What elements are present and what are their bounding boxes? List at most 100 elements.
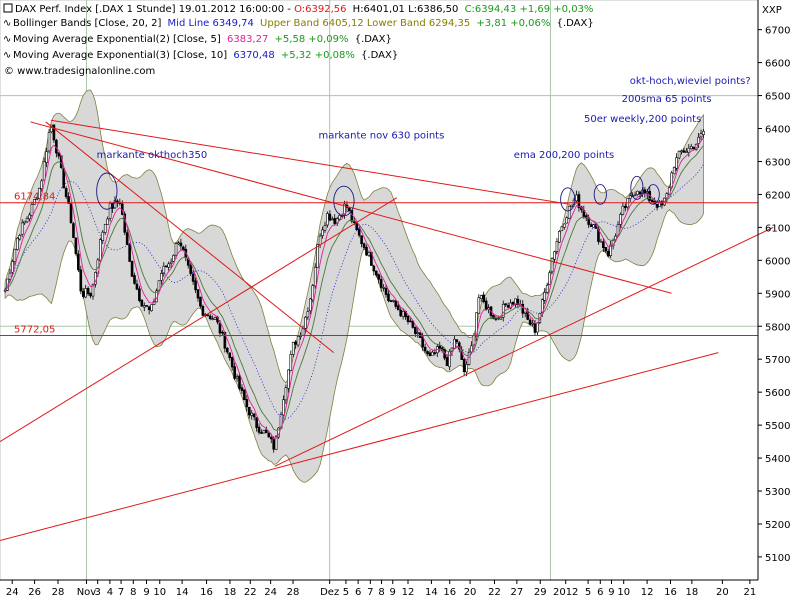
candle-body <box>274 435 278 450</box>
candle-body <box>514 298 517 306</box>
candle-body <box>587 217 590 225</box>
header-line-2: ∿ Bollinger Bands [Close, 20, 2] Mid Lin… <box>3 18 594 29</box>
candle-body <box>638 191 642 195</box>
candle-body <box>301 328 305 336</box>
header-line-1: DAX Perf. Index [.DAX 1 Stunde] 19.01.20… <box>3 3 593 15</box>
candle-body <box>523 311 527 314</box>
candle-body <box>235 376 239 379</box>
candle-body <box>589 224 593 227</box>
candle-body <box>428 352 432 357</box>
ema5-name: Moving Average Exponential(2) [Close, 5] <box>13 34 221 45</box>
candle-body <box>99 239 102 262</box>
candle-body <box>304 317 307 329</box>
candle-body <box>372 265 376 272</box>
candle-body <box>550 257 554 273</box>
highlight-ellipse <box>96 172 118 210</box>
x-tick-label: 20 <box>716 587 729 598</box>
annotation-text: markante okthoch350 <box>97 150 208 161</box>
candle-body <box>282 399 285 416</box>
y-tick-label: 5800 <box>765 322 790 333</box>
trendline[interactable] <box>45 121 335 354</box>
candle-body <box>677 151 681 159</box>
candle-body <box>142 305 146 308</box>
candle-body <box>362 243 366 248</box>
candle-body <box>672 167 676 175</box>
trendline[interactable] <box>0 352 719 541</box>
candle-body <box>416 332 420 334</box>
candle-body <box>543 291 547 301</box>
trendline[interactable] <box>30 121 672 294</box>
candle-body <box>584 215 588 219</box>
trendline[interactable] <box>274 226 774 467</box>
candle-body <box>360 235 363 244</box>
highlight-ellipses <box>96 172 660 217</box>
candle-body <box>20 222 24 235</box>
x-tick-label: 20 <box>464 587 477 598</box>
candle-body <box>291 341 295 355</box>
candle-body <box>330 218 334 221</box>
candle-body <box>484 300 488 310</box>
candle-body <box>445 357 449 367</box>
candle-body <box>28 214 31 220</box>
y-tick-label: 6100 <box>765 223 790 234</box>
y-tick-label: 5900 <box>765 289 790 300</box>
candle-body <box>628 195 632 199</box>
candle-body <box>545 284 549 293</box>
y-tick-label: 6600 <box>765 59 790 70</box>
candle-body <box>250 412 254 416</box>
candle-body <box>448 351 451 367</box>
candle-body <box>233 366 236 379</box>
indicator-icon: ∿ <box>3 34 11 45</box>
candle-body <box>77 253 80 271</box>
x-tick-label: 18 <box>685 587 698 598</box>
candle-body <box>101 231 105 241</box>
legend: DAX Perf. Index [.DAX 1 Stunde] 19.01.20… <box>3 3 594 77</box>
highlight-ellipse <box>646 184 660 205</box>
annotation-text: 50er weekly,200 points <box>584 114 701 125</box>
candle-body <box>501 303 505 318</box>
candle-body <box>228 352 232 358</box>
candle-body <box>697 137 700 144</box>
trendline[interactable] <box>50 119 570 205</box>
y-tick-label: 6700 <box>765 26 790 37</box>
x-tick-label: 16 <box>664 587 677 598</box>
y-tick-label: 5300 <box>765 487 790 498</box>
candle-body <box>526 310 529 320</box>
x-tick-label: 7 <box>367 587 373 598</box>
level-label: 6174,84 <box>14 192 55 203</box>
x-tick-label: 12 <box>402 587 415 598</box>
y-axis-title: XXP <box>762 5 782 16</box>
x-tick-label: 18 <box>224 587 237 598</box>
highlight-ellipse <box>333 185 355 217</box>
trendline[interactable] <box>0 197 398 443</box>
candle-body <box>621 205 625 215</box>
annotation-text: ema 200,200 points <box>514 150 614 161</box>
candle-body <box>680 150 683 153</box>
y-tick-label: 5400 <box>765 454 790 465</box>
candle-body <box>470 345 473 353</box>
candle-body <box>567 205 571 219</box>
y-tick-label: 5200 <box>765 520 790 531</box>
candle-body <box>108 202 112 219</box>
y-tick-label: 6200 <box>765 190 790 201</box>
header-line-3: ∿ Moving Average Exponential(2) [Close, … <box>3 34 392 45</box>
x-tick-label: 7 <box>118 587 124 598</box>
x-tick-label: 5 <box>585 587 591 598</box>
candle-body <box>633 194 637 197</box>
candle-body <box>602 241 605 248</box>
candle-body <box>133 275 136 284</box>
candle-body <box>164 265 168 268</box>
y-tick-label: 5700 <box>765 355 790 366</box>
candle-body <box>23 220 26 224</box>
y-axis: 5100 5200 5300 5400 5500 5600 5700 5800 5900 6000… <box>758 26 790 564</box>
candle-body <box>81 291 85 297</box>
x-tick-label: 6 <box>597 587 603 598</box>
x-tick-label: 21 <box>743 587 756 598</box>
candle-body <box>177 242 180 245</box>
candle-body <box>79 269 83 292</box>
bb-name: Bollinger Bands [Close, 20, 2] <box>13 18 161 29</box>
candle-body <box>3 289 7 292</box>
candle-body <box>462 358 466 373</box>
candle-body <box>504 303 507 305</box>
